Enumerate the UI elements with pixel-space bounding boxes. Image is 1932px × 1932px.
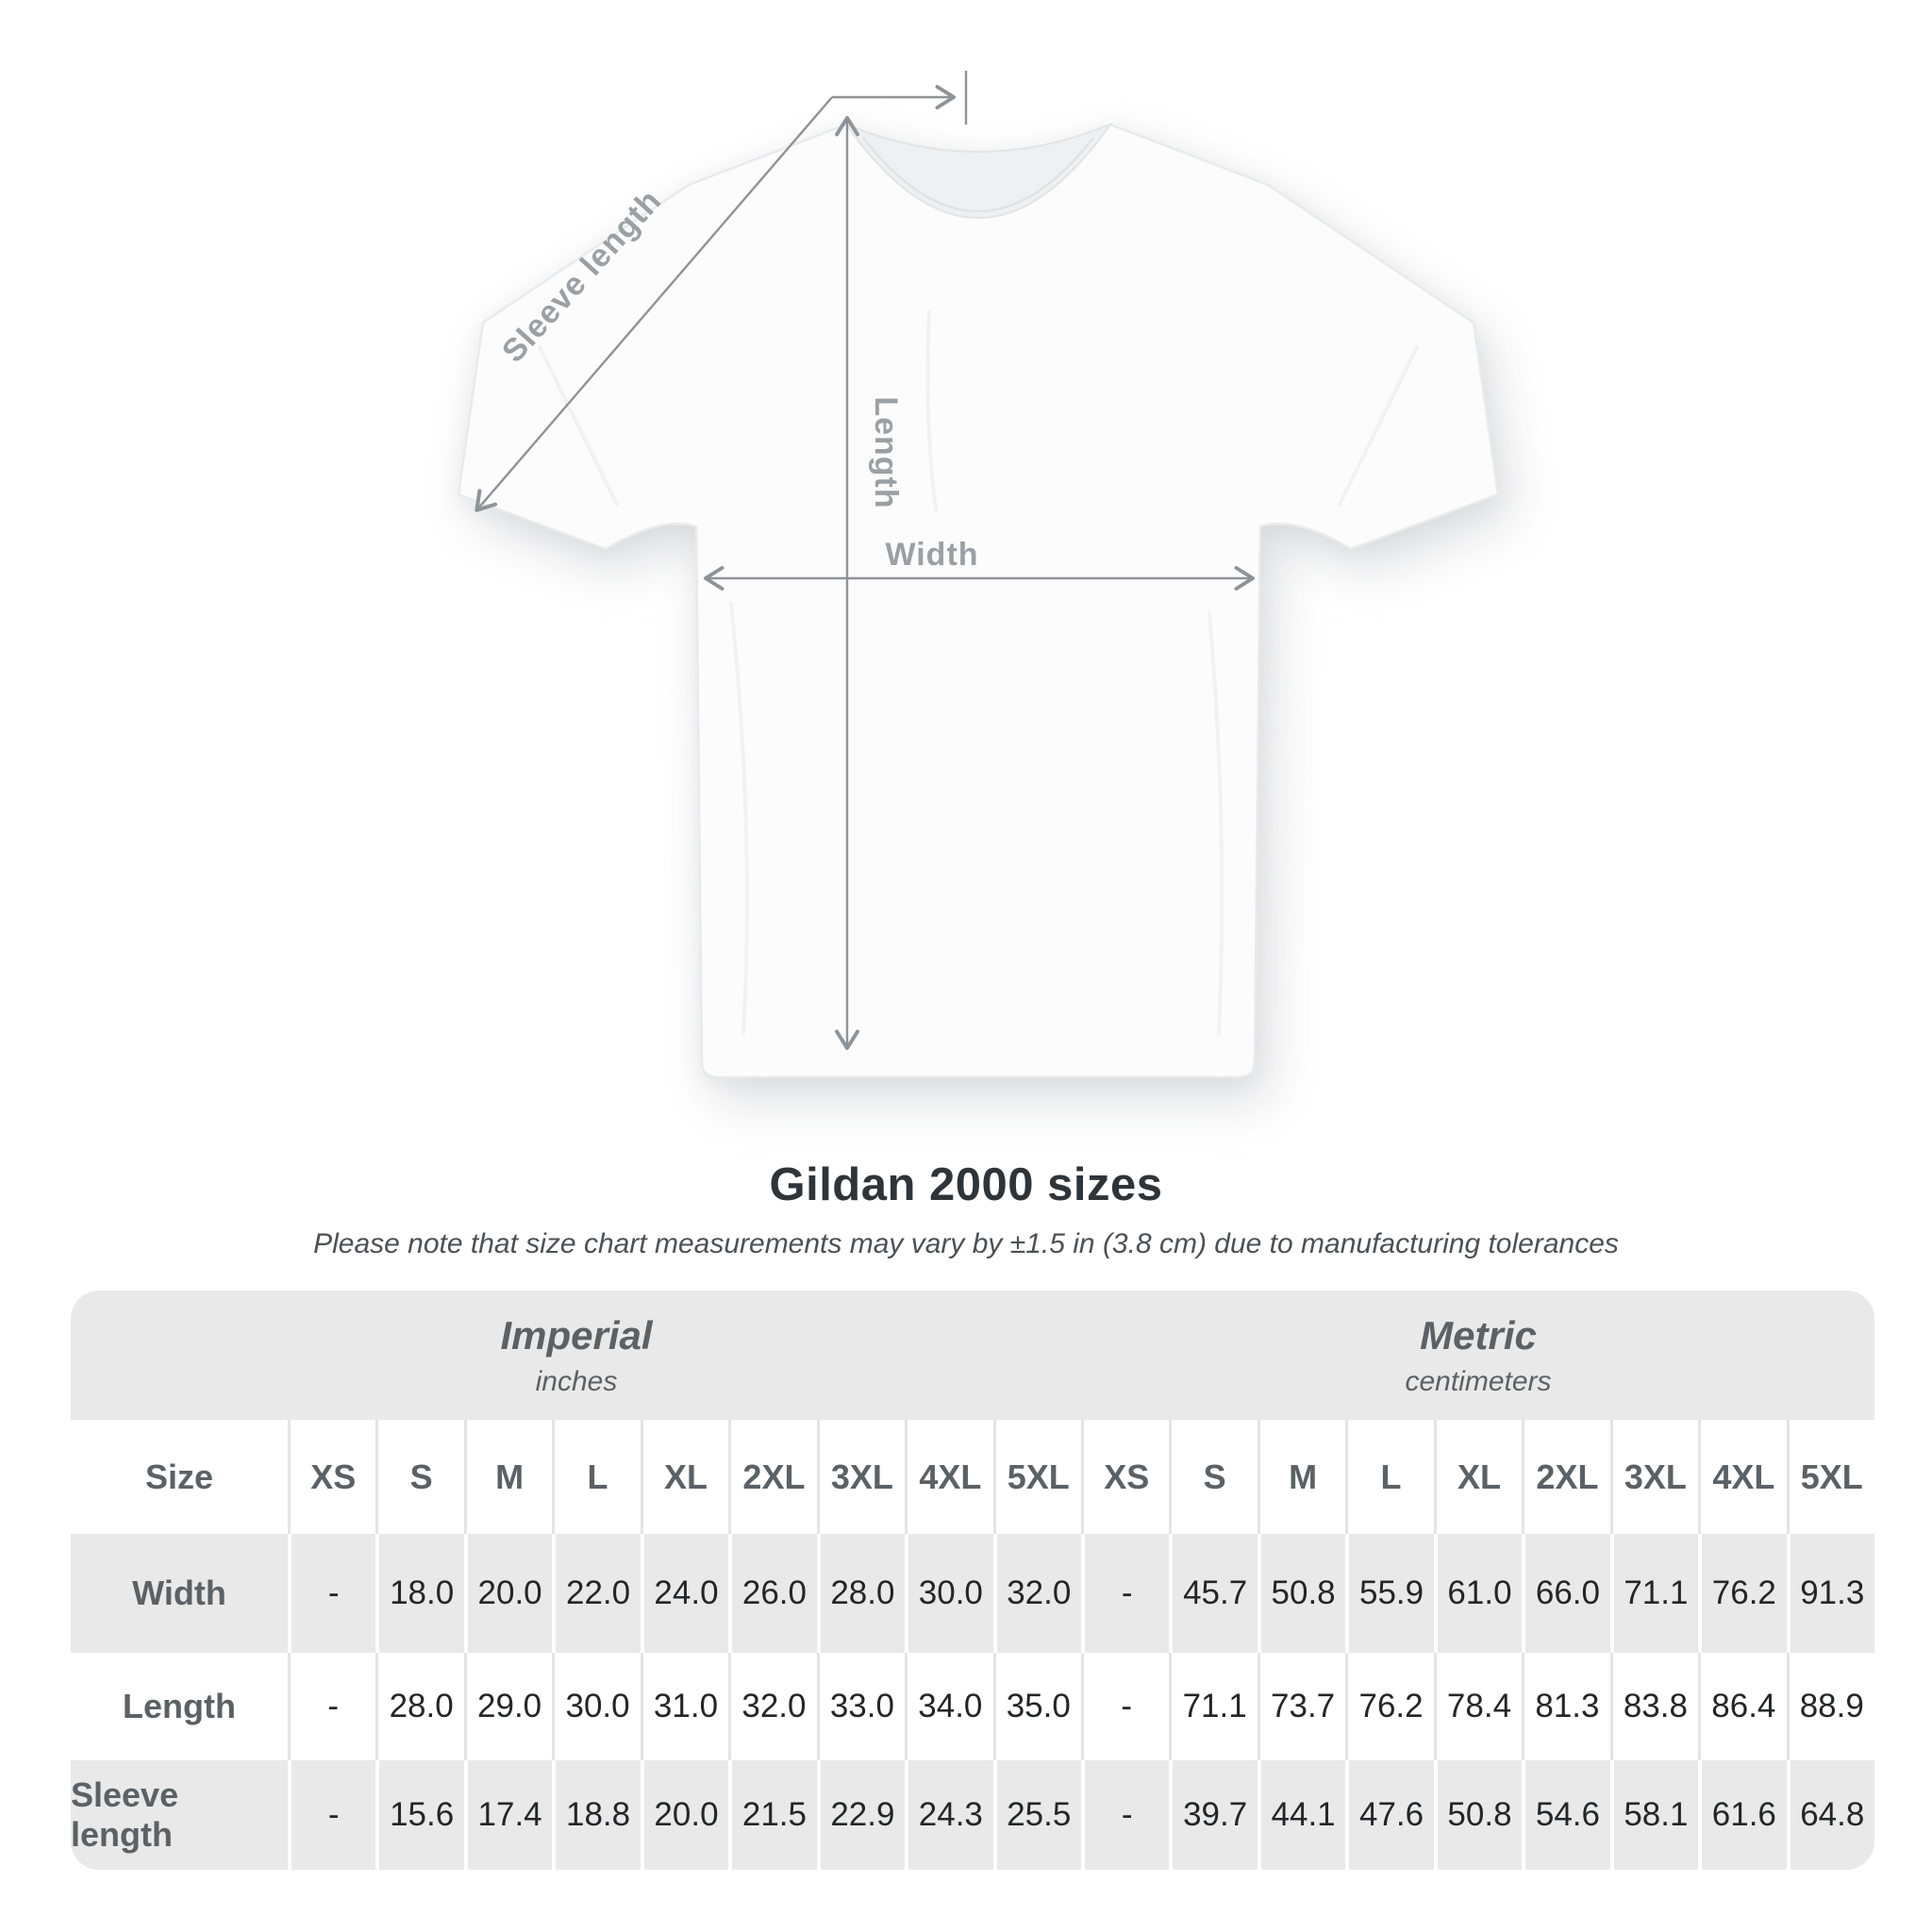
table-cell: 15.6 [375, 1760, 464, 1870]
column-header: 2XL [1522, 1420, 1610, 1534]
table-cell: - [1080, 1534, 1170, 1653]
column-header: M [463, 1420, 553, 1534]
table-cell: 35.0 [992, 1653, 1081, 1760]
metric-label: Metric [1420, 1312, 1537, 1357]
table-cell: 33.0 [816, 1653, 906, 1760]
table-cell: 25.5 [992, 1760, 1081, 1870]
table-cell: - [288, 1534, 376, 1653]
column-header: 3XL [816, 1420, 906, 1534]
column-header: L [552, 1420, 641, 1534]
table-cell: 78.4 [1433, 1653, 1523, 1760]
size-column-header: Size [71, 1420, 288, 1534]
column-header: 3XL [1609, 1420, 1699, 1534]
table-cell: 47.6 [1345, 1760, 1434, 1870]
table-cell: 20.0 [463, 1534, 553, 1653]
table-cell: 28.0 [375, 1653, 464, 1760]
column-header: XL [640, 1420, 729, 1534]
table-cell: 76.2 [1698, 1534, 1787, 1653]
table-cell: 83.8 [1609, 1653, 1699, 1760]
table-cell: 18.8 [552, 1760, 641, 1870]
table-cell: 61.6 [1698, 1760, 1787, 1870]
table-cell: - [288, 1653, 376, 1760]
table-cell: - [1080, 1653, 1170, 1760]
table-cell: 54.6 [1522, 1760, 1610, 1870]
column-header: 5XL [992, 1420, 1081, 1534]
sleeve-length-line [475, 96, 833, 512]
table-cell: 30.0 [905, 1534, 993, 1653]
table-cell: 44.1 [1257, 1760, 1346, 1870]
size-chart-table: Imperial inches Metric centimeters Size … [71, 1291, 1874, 1870]
page-title: Gildan 2000 sizes [769, 1159, 1163, 1210]
column-header: M [1257, 1420, 1346, 1534]
table-cell: 88.9 [1786, 1653, 1874, 1760]
column-header: XS [288, 1420, 376, 1534]
table-cell: - [1080, 1760, 1170, 1870]
table-cell: 20.0 [640, 1760, 729, 1870]
table-cell: 24.3 [905, 1760, 993, 1870]
collar-opening [843, 122, 1113, 219]
column-header: 2XL [728, 1420, 817, 1534]
table-cell: 29.0 [463, 1653, 553, 1760]
table-cell: 86.4 [1698, 1653, 1787, 1760]
table-cell: 28.0 [816, 1534, 906, 1653]
table-cell: 50.8 [1257, 1534, 1346, 1653]
table-cell: 66.0 [1522, 1534, 1610, 1653]
table-cell: 21.5 [728, 1760, 817, 1870]
column-header: 5XL [1786, 1420, 1874, 1534]
tshirt-illustration [457, 122, 1500, 1079]
table-cell: 31.0 [640, 1653, 729, 1760]
length-label: Length [868, 396, 904, 508]
table-cell: 34.0 [905, 1653, 993, 1760]
table-cell: 55.9 [1345, 1534, 1434, 1653]
imperial-unit: inches [535, 1365, 618, 1397]
table-cell: 22.9 [816, 1760, 906, 1870]
column-header: L [1345, 1420, 1434, 1534]
table-cell: 50.8 [1433, 1760, 1523, 1870]
column-header: XS [1080, 1420, 1170, 1534]
imperial-label: Imperial [500, 1312, 653, 1357]
imperial-group-header: Imperial inches [71, 1291, 1082, 1420]
tshirt-measurement-diagram: Sleeve length Length Width [457, 71, 1500, 1079]
table-cell: - [288, 1760, 376, 1870]
table-cell: 39.7 [1169, 1760, 1257, 1870]
table-cell: 81.3 [1522, 1653, 1610, 1760]
table-cell: 45.7 [1169, 1534, 1257, 1653]
collar-seam [862, 137, 1094, 213]
table-cell: 73.7 [1257, 1653, 1346, 1760]
width-label: Width [885, 537, 978, 573]
table-cell: 71.1 [1609, 1534, 1699, 1653]
table-cell: 24.0 [640, 1534, 729, 1653]
table-cell: 22.0 [552, 1534, 641, 1653]
table-cell: 64.8 [1786, 1760, 1874, 1870]
page-subtitle: Please note that size chart measurements… [313, 1228, 1619, 1259]
column-header: 4XL [905, 1420, 993, 1534]
table-cell: 76.2 [1345, 1653, 1434, 1760]
table-cell: 71.1 [1169, 1653, 1257, 1760]
table-cell: 32.0 [728, 1653, 817, 1760]
column-header: XL [1433, 1420, 1523, 1534]
tshirt-body [457, 123, 1500, 1079]
column-header: S [1169, 1420, 1257, 1534]
table-cell: 58.1 [1609, 1760, 1699, 1870]
table-cell: 18.0 [375, 1534, 464, 1653]
column-header: S [375, 1420, 464, 1534]
table-group-header: Imperial inches Metric centimeters [71, 1291, 1874, 1420]
metric-unit: centimeters [1405, 1365, 1552, 1397]
table-cell: 17.4 [463, 1760, 553, 1870]
table-cell: 91.3 [1786, 1534, 1874, 1653]
metric-group-header: Metric centimeters [1082, 1291, 1874, 1420]
row-label: Length [71, 1653, 288, 1760]
table-cell: 30.0 [552, 1653, 641, 1760]
table-cell: 26.0 [728, 1534, 817, 1653]
fabric-fold-lines [538, 309, 1419, 1035]
column-header: 4XL [1698, 1420, 1787, 1534]
table-cell: 61.0 [1433, 1534, 1523, 1653]
row-label: Width [71, 1534, 288, 1653]
table-cell: 32.0 [992, 1534, 1081, 1653]
row-label: Sleeve length [71, 1760, 288, 1870]
